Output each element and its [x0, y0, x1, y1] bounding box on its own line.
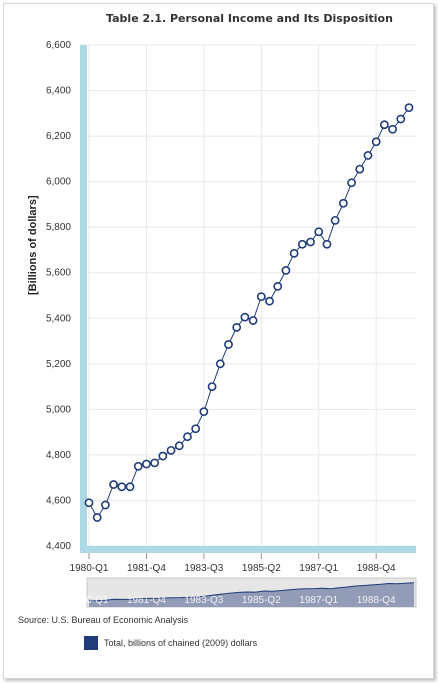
data-point: [101, 500, 110, 510]
data-point: [125, 482, 135, 492]
x-axis-band: [80, 546, 416, 553]
data-point: [363, 151, 373, 160]
navigator-tick-label: 1987-Q1: [299, 595, 338, 606]
x-tick-label: 1981-Q4: [127, 563, 166, 574]
navigator-tick-label: 1980-Q1: [70, 595, 109, 606]
data-point: [314, 227, 324, 237]
data-point: [322, 239, 332, 249]
y-tick-label: 4,600: [46, 495, 71, 506]
y-tick-label: 6,400: [46, 86, 71, 97]
data-point: [297, 239, 307, 249]
data-point: [199, 407, 209, 417]
navigator-tick-label: 1983-Q3: [184, 595, 223, 606]
data-point: [396, 114, 406, 124]
data-point: [207, 382, 217, 391]
data-point: [150, 458, 160, 468]
data-point: [174, 441, 184, 451]
legend-swatch: [84, 636, 98, 650]
navigator-line: [88, 582, 415, 602]
y-axis-band: [80, 45, 87, 553]
data-point: [289, 248, 299, 258]
y-tick-label: 5,600: [46, 268, 71, 279]
data-point: [240, 312, 250, 322]
line-chart: 4,400 4,600 4,800 5,000 5,200 5,400 5,600 5,800…: [46, 40, 417, 608]
data-point: [84, 498, 94, 508]
y-tick-label: 5,000: [46, 404, 71, 415]
source-note: Source: U.S. Bureau of Economic Analysis: [18, 615, 189, 625]
legend[interactable]: Total, billions of chained (2009) dollar…: [84, 636, 257, 650]
x-tick-label: 1983-Q3: [184, 563, 223, 574]
data-point: [133, 461, 143, 471]
navigator-tick-label: 1988-Q4: [357, 595, 396, 606]
x-tick-label: 1985-Q2: [242, 563, 281, 574]
data-point: [158, 451, 168, 461]
y-tick-label: 6,200: [46, 131, 71, 142]
data-point: [224, 340, 233, 349]
data-point: [166, 445, 176, 455]
data-point: [330, 215, 340, 225]
data-point: [215, 359, 225, 369]
data-point: [92, 513, 102, 522]
data-point: [347, 178, 356, 188]
chart-frame: [3, 3, 434, 679]
data-point: [265, 296, 274, 306]
data-point: [281, 266, 291, 275]
data-point: [273, 281, 283, 291]
data-point: [117, 482, 127, 492]
x-tick-label: 1988-Q4: [357, 563, 396, 574]
chart-title: Table 2.1. Personal Income and Its Dispo…: [106, 12, 393, 25]
data-point: [256, 292, 266, 302]
data-point: [355, 164, 365, 174]
data-point: [338, 198, 348, 208]
y-axis-label: [Billions of dollars]: [27, 195, 39, 295]
y-tick-label: 5,400: [46, 313, 71, 324]
y-tick-label: 5,200: [46, 359, 71, 370]
y-tick-label: 5,800: [46, 222, 71, 233]
y-tick-label: 4,400: [46, 541, 71, 552]
data-point: [379, 120, 389, 130]
data-point: [248, 316, 258, 325]
navigator-tick-label: 1981-Q4: [127, 595, 166, 606]
data-point: [191, 424, 201, 434]
data-point: [404, 103, 414, 113]
data-point: [183, 432, 192, 442]
data-point: [388, 124, 397, 134]
x-tick-label: 1987-Q1: [299, 563, 338, 574]
data-point: [109, 480, 119, 489]
y-tick-label: 6,600: [46, 40, 71, 51]
legend-label: Total, billions of chained (2009) dollar…: [104, 638, 258, 648]
x-tick-label: 1980-Q1: [70, 563, 109, 574]
data-point: [142, 459, 151, 469]
y-tick-label: 6,000: [46, 177, 71, 188]
data-point: [306, 237, 315, 247]
data-point: [232, 322, 242, 332]
data-point: [371, 137, 381, 147]
y-tick-label: 4,800: [46, 450, 71, 461]
navigator-tick-label: 1985-Q2: [242, 595, 281, 606]
